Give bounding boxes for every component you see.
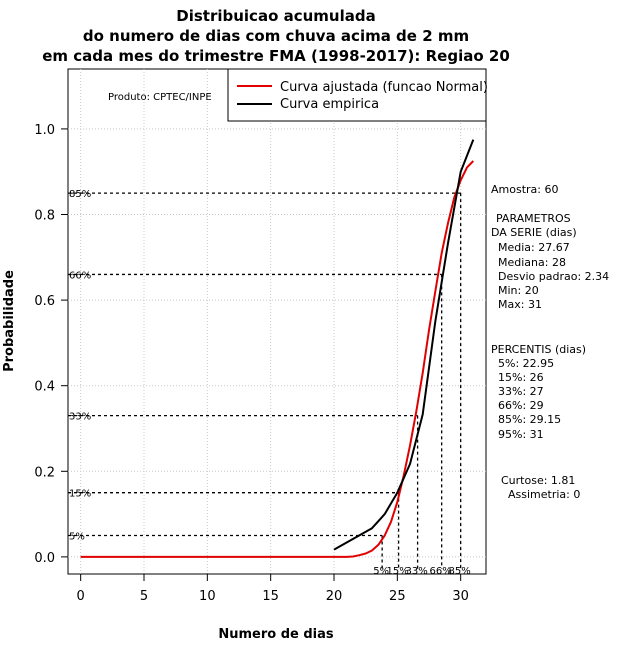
y-tick-label-2: 0.4 <box>34 380 55 395</box>
percentile-5: 5%: 22.95 <box>498 357 554 370</box>
y-tick-label-3: 0.6 <box>34 294 55 309</box>
x-tick-label-3: 15 <box>262 589 279 604</box>
legend-box <box>227 68 487 122</box>
y-tick-label-4: 0.8 <box>34 209 55 224</box>
x-tick-label-5: 25 <box>389 589 406 604</box>
series-line-0 <box>80 160 475 558</box>
product-credit: Produto: CPTEC/INPE <box>108 92 212 103</box>
percentile-xlabel-4: 85% <box>449 566 471 577</box>
parameters-heading-2: DA SERIE (dias) <box>491 226 577 239</box>
chart-title-line-1: Distribuicao acumulada <box>176 7 375 25</box>
percentiles-heading: PERCENTIS (dias) <box>491 343 586 356</box>
legend-label-empirical: Curva empirica <box>280 97 379 112</box>
plot-frame <box>67 68 487 575</box>
sample-size: Amostra: 60 <box>491 183 558 196</box>
series-layer <box>80 139 475 558</box>
parameters-heading-1: PARAMETROS <box>496 212 571 225</box>
percentile-xlabel-1: 15% <box>386 566 408 577</box>
percentile-ylabel-4: 85% <box>69 189 91 200</box>
y-axis-title: Probabilidade <box>2 270 17 372</box>
percentile-66: 66%: 29 <box>498 399 544 412</box>
stat-mean: Media: 27.67 <box>498 241 570 254</box>
percentile-15: 15%: 26 <box>498 371 544 384</box>
stat-min: Min: 20 <box>498 284 539 297</box>
stat-median: Mediana: 28 <box>498 256 566 269</box>
percentile-ylabel-1: 15% <box>69 489 91 500</box>
chart-title-line-2: do numero de dias com chuva acima de 2 m… <box>83 27 469 45</box>
x-tick-label-6: 30 <box>452 589 469 604</box>
stat-max: Max: 31 <box>498 298 542 311</box>
y-tick-label-0: 0.0 <box>34 551 55 566</box>
x-tick-label-0: 0 <box>77 589 85 604</box>
x-tick-label-4: 20 <box>326 589 343 604</box>
x-axis-title: Numero de dias <box>218 627 334 642</box>
x-tick-label-1: 5 <box>140 589 148 604</box>
percentile-xlabel-2: 33% <box>405 566 427 577</box>
percentile-ylabel-2: 33% <box>69 412 91 423</box>
x-tick-label-2: 10 <box>199 589 216 604</box>
series-line-1 <box>333 139 475 551</box>
statistics-panel: Amostra: 60 PARAMETROS DA SERIE (dias) M… <box>491 183 609 501</box>
stat-std-dev: Desvio padrao: 2.34 <box>498 270 609 283</box>
axes-layer: 0 5 10 15 20 25 30 0.0 0.2 0.4 0.6 0.8 1.0 <box>34 123 469 604</box>
percentile-ylabel-0: 5% <box>69 531 85 542</box>
chart-title-line-3: em cada mes do trimestre FMA (1998-2017)… <box>42 47 510 65</box>
percentile-xlabel-3: 66% <box>430 566 452 577</box>
percentile-xlabel-0: 5% <box>373 566 389 577</box>
percentile-33: 33%: 27 <box>498 385 544 398</box>
grid-lines <box>68 69 486 574</box>
y-tick-label-5: 1.0 <box>34 123 55 138</box>
legend: Curva ajustada (funcao Normal) Curva emp… <box>227 68 488 122</box>
percentile-85: 85%: 29.15 <box>498 413 561 426</box>
legend-label-fitted: Curva ajustada (funcao Normal) <box>280 80 488 95</box>
y-tick-label-1: 0.2 <box>34 465 55 480</box>
stat-skewness: Assimetria: 0 <box>508 488 580 501</box>
percentile-95: 95%: 31 <box>498 428 544 441</box>
percentile-ylabel-3: 66% <box>69 270 91 281</box>
stat-kurtosis: Curtose: 1.81 <box>501 474 575 487</box>
percentile-guides: 5%5%15%15%33%33%66%66%85%85% <box>68 189 471 577</box>
